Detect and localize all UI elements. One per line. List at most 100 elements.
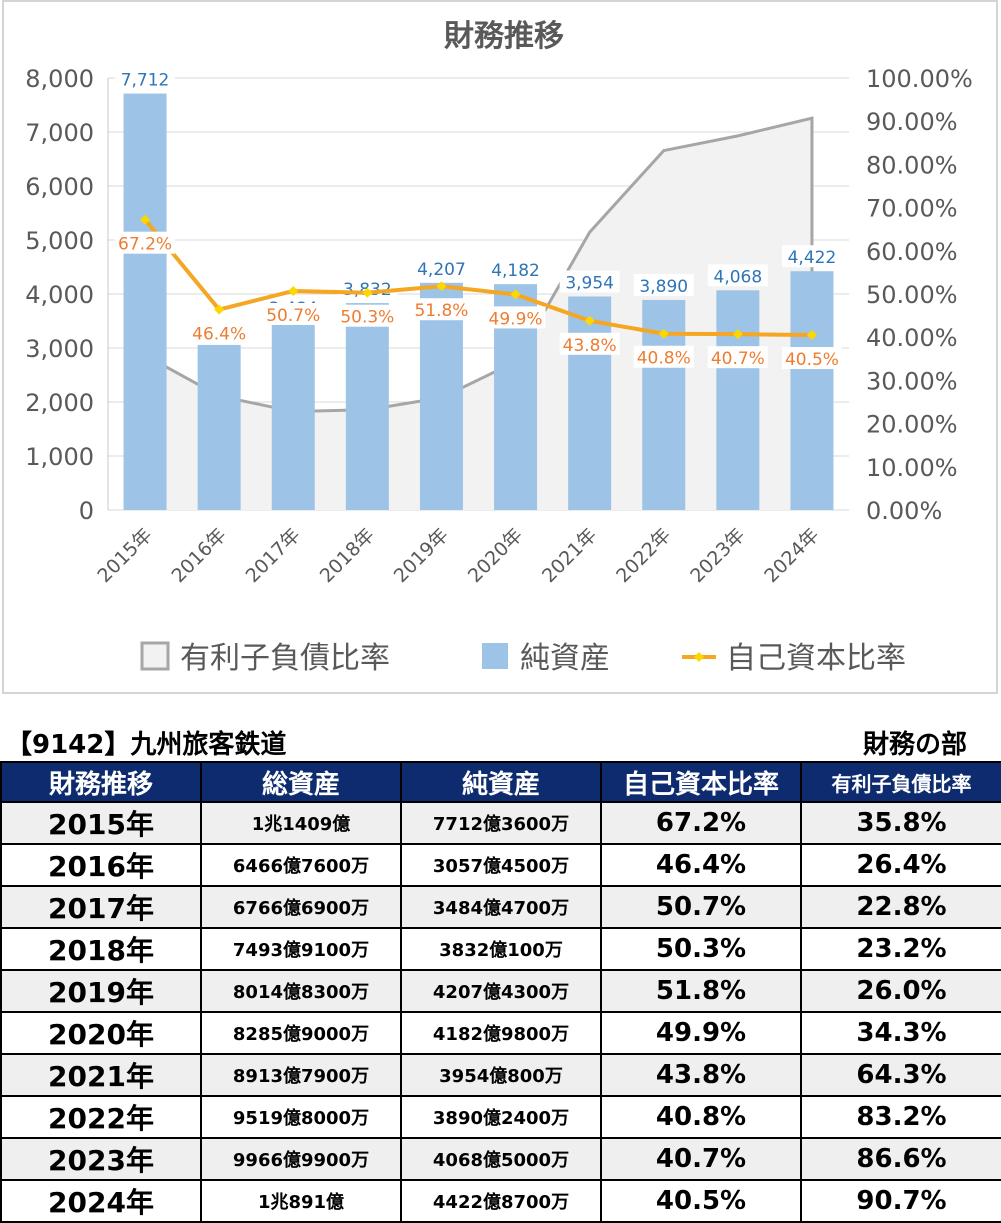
chart-frame: 財務推移 0 1,000 2,000 3,000 4,000 5,000 6,000 7,000… [2,0,998,694]
cell-debt-ratio: 86.6% [800,1137,1001,1181]
equity-ratio-marker [214,304,225,315]
y2-tick-label: 90.00% [866,108,958,136]
x-tick-label: 2021年 [538,524,601,587]
cell-debt-ratio: 90.7% [800,1179,1001,1223]
legend-swatch-debt-ratio [140,641,170,671]
cell-year: 2022年 [0,1095,202,1139]
bar-label-bg [707,264,768,287]
header-debt-ratio: 有利子負債比率 [800,761,1001,803]
cell-net-assets: 3954億800万 [400,1053,602,1097]
bar-value-label: 4,422 [788,248,837,268]
cell-equity-ratio: 67.2% [600,801,802,845]
line-value-label: 50.3% [340,308,394,328]
cell-debt-ratio: 35.8% [800,801,1001,845]
x-tick-label: 2015年 [93,524,156,587]
equity-ratio-line [143,218,812,338]
net-assets-bar [419,282,463,510]
line-label-bg [263,302,324,325]
cell-total-assets: 7493億9100万 [200,927,402,971]
bar-value-label: 4,068 [714,267,763,287]
y-tick-label: 8,000 [25,65,94,93]
equity-ratio-marker [510,289,521,300]
legend-label-net-assets: 純資産 [520,641,610,676]
y-tick-label: 6,000 [25,173,94,201]
cell-total-assets: 1兆891億 [200,1179,402,1223]
cell-net-assets: 4207億4300万 [400,969,602,1013]
y2-tick-label: 0.00% [866,497,942,525]
table-row: 2019年 8014億8300万 4207億4300万 51.8% 26.0% [0,969,1001,1013]
cell-debt-ratio: 64.3% [800,1053,1001,1097]
y-tick-label: 4,000 [25,281,94,309]
header-net-assets: 純資産 [400,761,602,803]
cell-net-assets: 3832億100万 [400,927,602,971]
cell-equity-ratio: 49.9% [600,1011,802,1055]
bar-label-bg [411,256,472,279]
caption-row: 【9142】九州旅客鉄道 財務の部 [0,722,1001,760]
cell-net-assets: 4182億9800万 [400,1011,602,1055]
x-tick-label: 2019年 [390,524,453,587]
y2-tick-label: 60.00% [866,238,958,266]
y2-tick-label: 100.00% [866,65,973,93]
table-row: 2024年 1兆891億 4422億8700万 40.5% 90.7% [0,1179,1001,1223]
financial-table: 財務推移 総資産 純資産 自己資本比率 有利子負債比率 2015年 1兆1409… [0,761,1001,1223]
x-tick-label: 2024年 [760,524,823,587]
bar-value-label: 4,182 [491,261,540,281]
equity-ratio-marker [658,328,669,339]
cell-equity-ratio: 50.3% [600,927,802,971]
cell-net-assets: 3890億2400万 [400,1095,602,1139]
table-row: 2023年 9966億9900万 4068億5000万 40.7% 86.6% [0,1137,1001,1181]
table-header-row: 財務推移 総資産 純資産 自己資本比率 有利子負債比率 [0,761,1001,803]
table-row: 2021年 8913億7900万 3954億800万 43.8% 64.3% [0,1053,1001,1097]
y-tick-label: 2,000 [25,389,94,417]
x-tick-label: 2022年 [612,524,675,587]
cell-year: 2024年 [0,1179,202,1223]
table-row: 2018年 7493億9100万 3832億100万 50.3% 23.2% [0,927,1001,971]
section-caption: 財務の部 [862,730,967,760]
line-label-bg [485,306,546,329]
net-assets-bar [345,303,389,510]
y2-tick-label: 50.00% [866,281,958,309]
x-tick-label: 2023年 [686,524,749,587]
legend-label-debt-ratio: 有利子負債比率 [180,641,390,676]
line-value-label: 40.5% [785,350,839,370]
y-tick-label: 5,000 [25,227,94,255]
y-tick-label: 0 [79,497,94,525]
cell-equity-ratio: 40.5% [600,1179,802,1223]
cell-total-assets: 6766億6900万 [200,885,402,929]
chart-svg: 財務推移 0 1,000 2,000 3,000 4,000 5,000 6,000 7,000… [25,19,973,676]
cell-debt-ratio: 22.8% [800,885,1001,929]
line-label-bg [337,304,398,327]
y-tick-label: 3,000 [25,335,94,363]
line-label-bg [633,345,694,368]
header-period: 財務推移 [0,761,202,803]
y2-tick-label: 20.00% [866,411,958,439]
cell-equity-ratio: 40.7% [600,1137,802,1181]
x-tick-label: 2016年 [167,524,230,587]
cell-net-assets: 3057億4500万 [400,843,602,887]
y2-tick-label: 10.00% [866,454,958,482]
equity-ratio-marker [732,329,743,340]
bar-label-bg [559,270,620,293]
table-row: 2017年 6766億6900万 3484億4700万 50.7% 22.8% [0,885,1001,929]
x-tick-label: 2017年 [242,524,305,587]
cell-net-assets: 7712億3600万 [400,801,602,845]
cell-year: 2015年 [0,801,202,845]
cell-debt-ratio: 34.3% [800,1011,1001,1055]
cell-year: 2023年 [0,1137,202,1181]
table-row: 2015年 1兆1409億 7712億3600万 67.2% 35.8% [0,801,1001,845]
company-caption: 【9142】九州旅客鉄道 [6,730,287,760]
equity-ratio-marker [806,330,817,341]
cell-year: 2017年 [0,885,202,929]
net-assets-bar [568,296,612,510]
net-assets-bar [271,321,315,510]
chart-title: 財務推移 [444,19,564,54]
cell-equity-ratio: 46.4% [600,843,802,887]
cell-total-assets: 8285億9000万 [200,1011,402,1055]
bar-label-bg [485,258,546,281]
line-value-label: 40.7% [711,349,765,369]
cell-total-assets: 1兆1409億 [200,801,402,845]
equity-ratio-marker [584,315,595,326]
cell-total-assets: 9966億9900万 [200,1137,402,1181]
y2-tick-label: 40.00% [866,324,958,352]
legend-label-equity-ratio: 自己資本比率 [726,641,906,676]
